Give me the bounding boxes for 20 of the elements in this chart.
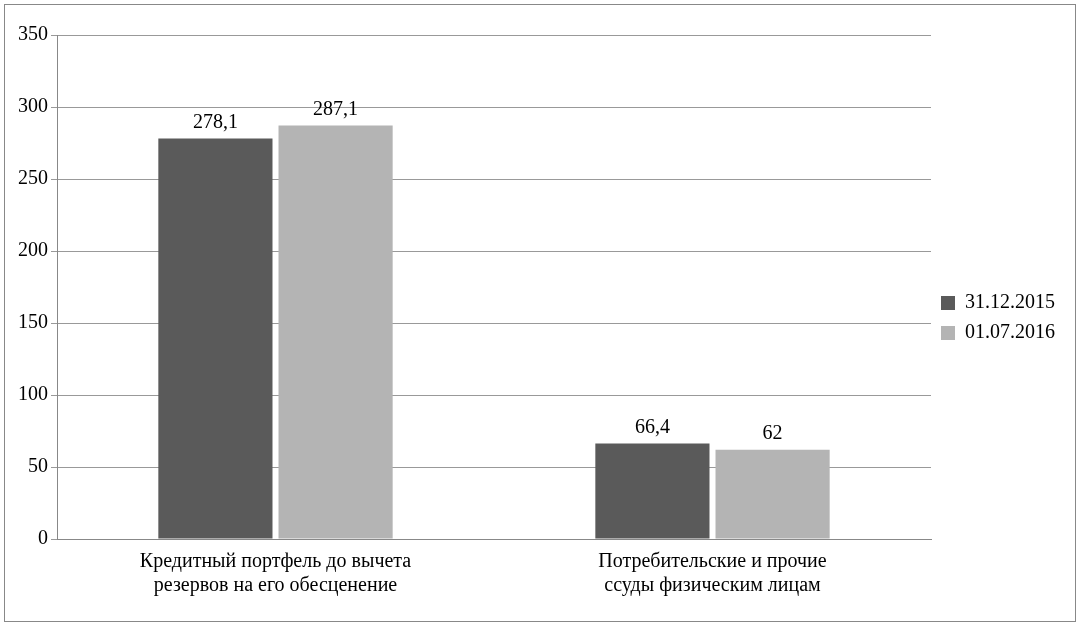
x-tick-label: Кредитный портфель до вычета резервов на его обесценение bbox=[139, 549, 412, 597]
y-tick-label: 100 bbox=[18, 382, 48, 405]
y-tick-label: 150 bbox=[18, 310, 48, 333]
legend-label: 01.07.2016 bbox=[965, 320, 1055, 343]
y-tick-label: 50 bbox=[28, 454, 48, 477]
data-label: 62 bbox=[762, 420, 783, 443]
data-label: 287,1 bbox=[313, 96, 359, 119]
bar bbox=[158, 138, 273, 539]
data-label: 66,4 bbox=[634, 414, 670, 437]
bar bbox=[595, 443, 710, 539]
y-tick-label: 200 bbox=[18, 238, 48, 261]
legend-label: 31.12.2015 bbox=[965, 290, 1055, 313]
bar bbox=[278, 125, 393, 539]
data-label: 278,1 bbox=[192, 109, 238, 132]
bar bbox=[715, 449, 830, 539]
y-tick-label: 0 bbox=[38, 526, 48, 549]
y-tick-label: 300 bbox=[18, 94, 48, 117]
x-tick-label: Потребительские и прочие ссуды физическим лицам bbox=[598, 549, 827, 597]
y-tick-label: 250 bbox=[18, 166, 48, 189]
y-tick-label: 350 bbox=[18, 22, 48, 45]
